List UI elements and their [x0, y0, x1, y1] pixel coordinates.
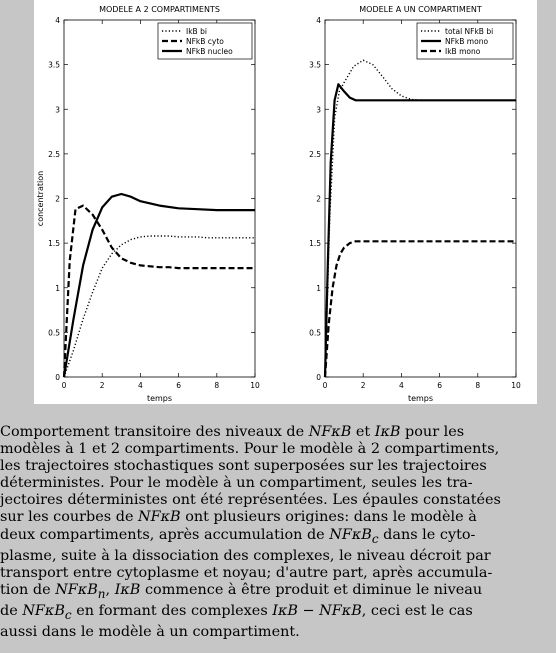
caption-line: plasme, suite à la dissociation des comp…	[0, 547, 491, 564]
panel-two-compartments: MODELE A 2 COMPARTIMENTS 0 2 4 6 8 10 0 0.5 1 1.5 2…	[36, 5, 260, 403]
x-tick-label: 4	[138, 381, 143, 390]
y-tick-label: 2	[316, 195, 321, 204]
panel-one-compartment: MODELE A UN COMPARTIMENT 0 2 4 6 8 10 0 0.5 1 1.5 2…	[309, 5, 521, 403]
x-tick-label: 8	[214, 381, 219, 390]
caption-line: transport entre cytoplasme et noyau; d'a…	[0, 564, 493, 581]
y-tick-label: 1.5	[309, 239, 321, 248]
x-axis-label: temps	[408, 394, 433, 403]
caption-line: de NFκBc en formant des complexes IκB − …	[0, 602, 473, 622]
series-line	[324, 59, 516, 378]
caption-line: les trajectoires stochastiques sont supe…	[0, 458, 487, 475]
caption-line: modèles à 1 et 2 compartiments. Pour le …	[0, 441, 500, 458]
y-tick-label: 3.5	[309, 61, 321, 70]
chart-title: MODELE A 2 COMPARTIMENTS	[99, 5, 220, 14]
caption-line: aussi dans le modèle à un compartiment.	[0, 623, 300, 640]
y-tick-label: 0.5	[309, 328, 321, 337]
y-tick-label: 1	[55, 284, 60, 293]
caption-line: sur les courbes de NFκB ont plusieurs or…	[0, 509, 477, 526]
y-tick-label: 1	[316, 284, 321, 293]
y-tick-label: 4	[55, 16, 60, 25]
y-tick-label: 0	[316, 373, 321, 382]
legend-label: NFkB cyto	[186, 37, 224, 46]
y-axis-label: concentration	[36, 171, 45, 226]
series-line	[63, 235, 255, 378]
plot-frame	[63, 19, 256, 378]
legend-label: IkB mono	[445, 47, 481, 56]
figure-caption: Comportement transitoire des niveaux de …	[0, 424, 556, 641]
legend-label: NFkB nucleo	[186, 47, 233, 56]
y-tick-label: 4	[316, 16, 321, 25]
y-tick-label: 2.5	[48, 150, 60, 159]
y-tick-label: 0	[55, 373, 60, 382]
series-line	[323, 240, 516, 378]
figure: MODELE A 2 COMPARTIMENTS 0 2 4 6 8 10 0 0.5 1 1.5 2…	[34, 0, 537, 404]
legend-label: IkB bi	[186, 27, 207, 36]
x-tick-label: 6	[437, 381, 442, 390]
caption-line: Comportement transitoire des niveaux de …	[0, 424, 465, 440]
x-tick-label: 0	[323, 381, 328, 390]
caption-line: jectoires déterministes ont été représen…	[0, 492, 501, 509]
x-tick-label: 2	[100, 381, 105, 390]
caption-line: tion de NFκBn, IκB commence à être produ…	[0, 581, 483, 601]
plot-frame	[324, 19, 517, 378]
y-tick-label: 3	[55, 105, 60, 114]
x-tick-label: 10	[250, 381, 260, 390]
legend-label: NFkB mono	[445, 37, 488, 46]
x-tick-label: 6	[176, 381, 181, 390]
x-tick-label: 0	[62, 381, 67, 390]
series-line	[62, 204, 255, 378]
y-tick-label: 2	[55, 195, 60, 204]
x-tick-label: 10	[511, 381, 521, 390]
x-tick-label: 2	[361, 381, 366, 390]
caption-line: déterministes. Pour le modèle à un compa…	[0, 475, 473, 492]
x-tick-label: 4	[399, 381, 404, 390]
x-axis-label: temps	[147, 394, 172, 403]
legend-label: total NFkB bi	[445, 27, 493, 36]
y-tick-label: 3.5	[48, 61, 60, 70]
y-tick-label: 3	[316, 105, 321, 114]
y-tick-label: 1.5	[48, 239, 60, 248]
y-tick-label: 2.5	[309, 150, 321, 159]
series-line	[62, 192, 255, 378]
caption-line: deux compartiments, après accumulation d…	[0, 526, 476, 546]
chart-title: MODELE A UN COMPARTIMENT	[359, 5, 482, 14]
series-line	[323, 83, 516, 378]
x-tick-label: 8	[475, 381, 480, 390]
y-tick-label: 0.5	[48, 328, 60, 337]
